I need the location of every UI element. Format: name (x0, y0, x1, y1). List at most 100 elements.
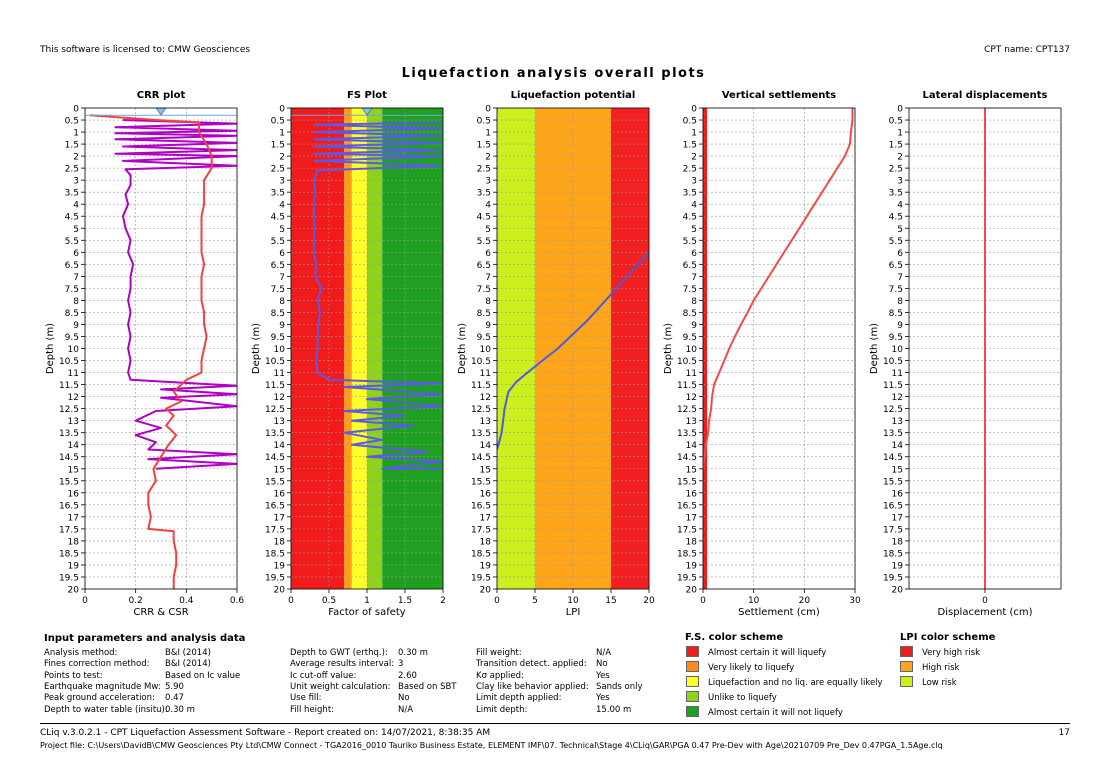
y-tick-label: 4.5 (477, 213, 491, 223)
legend-swatch (900, 661, 913, 672)
x-tick-label: 10 (567, 596, 579, 606)
param-label: Peak ground acceleration: (44, 693, 155, 704)
license-text: This software is licensed to: CMW Geosci… (40, 45, 251, 55)
y-tick-label: 4 (897, 201, 903, 211)
y-tick-label: 11 (892, 369, 903, 379)
legend-label: Unlike to liquefy (708, 693, 777, 703)
y-tick-label: 4.5 (889, 213, 903, 223)
param-value: Yes (596, 693, 610, 704)
y-tick-label: 13.5 (59, 429, 79, 439)
y-tick-label: 2 (897, 153, 903, 163)
y-tick-label: 18.5 (883, 549, 903, 559)
legend-label: Almost certain it will liquefy (708, 648, 827, 658)
lpi-scheme-legend: Very high risk High risk Low risk (900, 646, 1020, 690)
param-value: N/A (398, 704, 414, 715)
y-tick-label: 17.5 (677, 525, 697, 535)
page-number: 17 (1058, 728, 1070, 738)
cpt-name: CPT name: CPT137 (984, 45, 1070, 55)
y-tick-label: 10 (480, 345, 492, 355)
y-tick-label: 14 (480, 441, 492, 451)
chart-4: 0 10 20 3000.511.522.533.544.555.566.577.58… (663, 90, 861, 618)
y-tick-label: 10.5 (677, 357, 697, 367)
input-params-title: Input parameters and analysis data (44, 633, 246, 644)
y-tick-label: 12.5 (883, 405, 903, 415)
y-tick-label: 3.5 (65, 189, 79, 199)
param-value: No (596, 659, 608, 670)
y-tick-label: 5.5 (889, 237, 903, 247)
y-tick-label: 17 (686, 513, 697, 523)
y-tick-label: 15.5 (59, 477, 79, 487)
y-tick-label: 1 (897, 129, 903, 139)
y-tick-label: 8.5 (683, 309, 697, 319)
y-tick-label: 14.5 (59, 453, 79, 463)
y-tick-label: 16.5 (883, 501, 903, 511)
y-tick-label: 4 (691, 201, 697, 211)
plots-area: 0 0.2 0.4 0.600.511.522.533.544.555.566.577… (45, 90, 1062, 618)
y-tick-label: 12.5 (265, 405, 285, 415)
y-tick-label: 18.5 (265, 549, 285, 559)
chart-title: FS Plot (347, 90, 387, 101)
chart-title: CRR plot (137, 90, 186, 101)
y-tick-label: 11.5 (265, 381, 285, 391)
y-tick-label: 3.5 (683, 189, 697, 199)
y-tick-label: 16.5 (59, 501, 79, 511)
y-tick-label: 10.5 (59, 357, 79, 367)
y-tick-label: 0.5 (65, 117, 79, 127)
y-tick-label: 15 (892, 465, 903, 475)
chart-title: Vertical settlements (722, 90, 836, 101)
y-tick-label: 3 (73, 177, 79, 187)
chart-3: 0 5 10 15 2000.511.522.533.544.555.566.577.5… (457, 90, 655, 618)
y-tick-label: 5.5 (683, 237, 697, 247)
param-value: 0.47 (165, 693, 184, 704)
legend-swatch (686, 706, 699, 717)
y-tick-label: 13 (480, 417, 491, 427)
y-tick-label: 6 (897, 249, 903, 259)
lpi-scheme-title: LPI color scheme (900, 632, 996, 643)
y-tick-label: 5.5 (271, 237, 285, 247)
y-axis-label: Depth (m) (869, 323, 880, 374)
y-tick-label: 20 (274, 586, 286, 596)
y-tick-label: 2 (691, 153, 697, 163)
y-tick-label: 0 (73, 105, 79, 115)
param-value: 2.60 (398, 670, 417, 681)
page-title: Liquefaction analysis overall plots (401, 66, 706, 81)
x-tick-label: 15 (605, 596, 616, 606)
x-axis-label: Displacement (cm) (938, 607, 1033, 618)
y-tick-label: 4.5 (65, 213, 79, 223)
y-tick-label: 13 (274, 417, 285, 427)
y-tick-label: 2.5 (889, 165, 903, 175)
y-tick-label: 3.5 (477, 189, 491, 199)
legend-label: Liquefaction and no liq. are equally lik… (708, 678, 883, 688)
y-tick-label: 2.5 (271, 165, 285, 175)
y-tick-label: 13.5 (471, 429, 491, 439)
legend-label: Almost certain it will not liquefy (708, 708, 843, 718)
y-tick-label: 8 (691, 297, 697, 307)
y-tick-label: 11.5 (677, 381, 697, 391)
y-tick-label: 11 (480, 369, 491, 379)
param-label: Points to test: (44, 670, 103, 681)
legend-swatch (686, 691, 699, 702)
y-tick-label: 5.5 (65, 237, 79, 247)
y-tick-label: 7 (691, 273, 697, 283)
y-tick-label: 1.5 (683, 141, 697, 151)
y-tick-label: 10 (892, 345, 904, 355)
param-label: Use fill: (290, 693, 322, 704)
y-tick-label: 1.5 (271, 141, 285, 151)
y-tick-label: 0 (485, 105, 491, 115)
y-tick-label: 1.5 (65, 141, 79, 151)
param-value: Based on SBT (398, 681, 457, 692)
y-tick-label: 20 (480, 586, 492, 596)
y-tick-label: 9 (279, 321, 285, 331)
y-tick-label: 19 (892, 561, 904, 571)
y-tick-label: 3 (897, 177, 903, 187)
y-tick-label: 9.5 (65, 333, 79, 343)
y-tick-label: 5 (691, 225, 697, 235)
series-line (703, 108, 854, 469)
y-tick-label: 20 (68, 586, 80, 596)
y-tick-label: 15.5 (471, 477, 491, 487)
y-tick-label: 7.5 (477, 285, 491, 295)
x-tick-label: 1.5 (398, 596, 412, 606)
y-tick-label: 10.5 (265, 357, 285, 367)
y-tick-label: 13.5 (677, 429, 697, 439)
y-tick-label: 9 (897, 321, 903, 331)
